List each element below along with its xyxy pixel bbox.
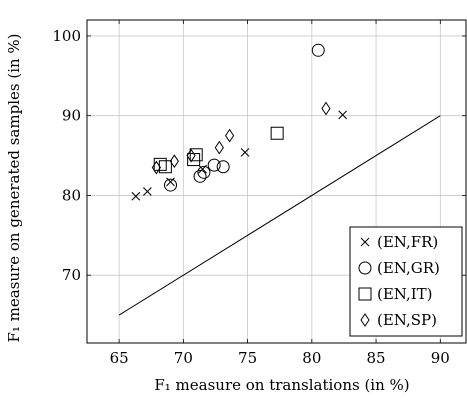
x-tick-label: 85 — [367, 349, 386, 367]
data-point-cross — [132, 192, 140, 200]
y-tick-label: 90 — [62, 107, 81, 125]
data-point-diamond-shape — [187, 150, 195, 162]
legend-label: (EN,FR) — [377, 233, 438, 251]
data-point-diamond-shape — [322, 103, 330, 115]
x-tick-label: 80 — [302, 349, 321, 367]
y-tick-label: 100 — [52, 27, 81, 45]
data-point-diamond — [215, 142, 223, 154]
marks-layer — [132, 44, 347, 200]
legend-label: (EN,GR) — [377, 259, 440, 277]
x-tick-label: 90 — [431, 349, 450, 367]
x-tick-label: 75 — [238, 349, 257, 367]
data-point-cross — [339, 111, 347, 119]
data-point-circle-shape — [217, 161, 229, 173]
data-point-cross — [143, 187, 151, 195]
legend-label: (EN,SP) — [377, 311, 437, 329]
data-point-square — [271, 127, 283, 139]
data-point-diamond — [226, 130, 234, 142]
legend: (EN,FR) (EN,GR) (EN,IT) (EN,SP) — [350, 227, 462, 336]
x-axis-label: F₁ measure on translations (in %) — [154, 376, 409, 394]
data-point-square — [159, 161, 171, 173]
y-tick-label: 80 — [62, 186, 81, 204]
data-point-diamond-shape — [215, 142, 223, 154]
legend-label: (EN,IT) — [377, 285, 433, 303]
data-point-diamond — [322, 103, 330, 115]
y-tick-label: 70 — [62, 266, 81, 284]
data-point-diamond-shape — [226, 130, 234, 142]
x-tick-label: 70 — [174, 349, 193, 367]
y-axis-label: F₁ measure on generated samples (in %) — [5, 33, 23, 342]
data-point-circle-shape — [165, 179, 177, 191]
data-point-square-shape — [159, 161, 171, 173]
x-tick-label: 65 — [110, 349, 129, 367]
data-point-diamond — [187, 150, 195, 162]
data-point-circle-shape — [312, 44, 324, 56]
data-point-circle — [208, 159, 220, 171]
data-point-circle-shape — [208, 159, 220, 171]
data-point-circle — [165, 179, 177, 191]
data-point-circle — [217, 161, 229, 173]
data-point-square-shape — [271, 127, 283, 139]
data-point-circle — [312, 44, 324, 56]
